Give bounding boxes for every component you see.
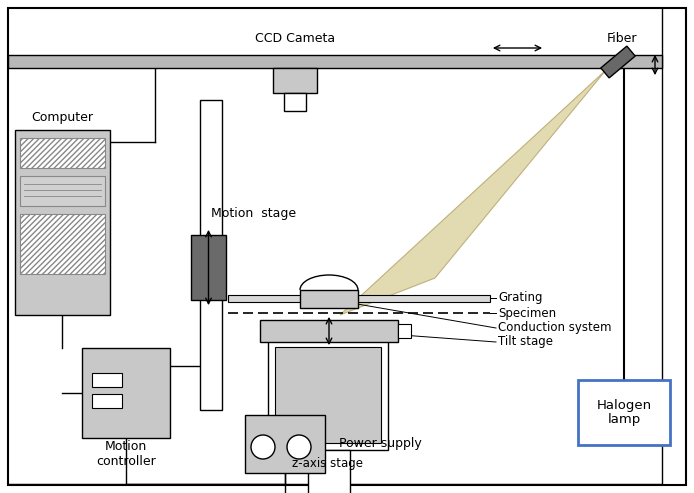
Circle shape (251, 435, 275, 459)
Bar (245, 415, 325, 473)
Bar (228, 295, 490, 302)
Bar (260, 320, 398, 342)
Text: Motion  stage: Motion stage (211, 207, 296, 219)
Bar (268, 340, 388, 450)
Text: Motion
controller: Motion controller (96, 440, 156, 468)
Bar (20, 214, 105, 274)
Text: Specimen: Specimen (498, 307, 556, 319)
Bar (92, 373, 122, 387)
Text: Tilt stage: Tilt stage (498, 336, 553, 349)
Bar (273, 68, 317, 93)
Bar (308, 450, 350, 493)
Bar (20, 176, 105, 206)
Text: Fiber: Fiber (607, 32, 637, 44)
Text: Computer: Computer (31, 111, 94, 125)
Bar (284, 93, 306, 111)
Bar (300, 290, 358, 308)
Bar (191, 235, 226, 300)
Polygon shape (340, 70, 606, 315)
Bar (8, 55, 662, 68)
Bar (578, 380, 670, 445)
Polygon shape (601, 46, 635, 78)
Text: Power supply: Power supply (339, 437, 421, 451)
Text: Conduction system: Conduction system (498, 321, 611, 334)
Bar (15, 130, 110, 315)
Bar (398, 324, 411, 338)
Text: Grating: Grating (498, 291, 543, 305)
Circle shape (287, 435, 311, 459)
Text: z-axis stage: z-axis stage (292, 457, 364, 469)
Bar (82, 348, 170, 438)
Text: Halogen
lamp: Halogen lamp (596, 398, 652, 426)
Bar (200, 100, 222, 410)
Text: CCD Cameta: CCD Cameta (255, 32, 335, 44)
Bar (20, 138, 105, 168)
Bar (92, 394, 122, 408)
Bar (275, 347, 381, 443)
